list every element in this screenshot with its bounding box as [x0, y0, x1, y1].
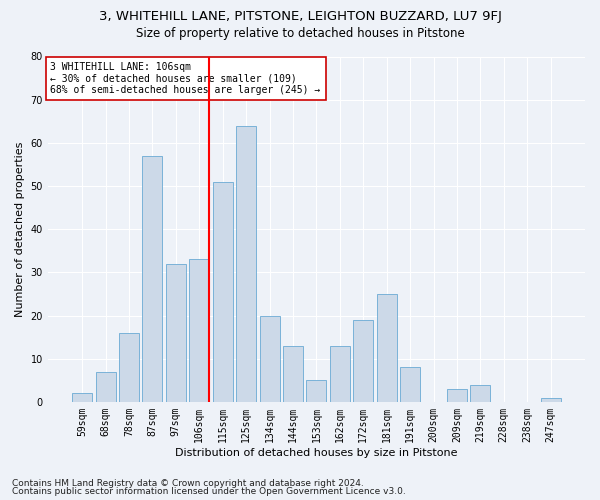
- Text: Contains public sector information licensed under the Open Government Licence v3: Contains public sector information licen…: [12, 487, 406, 496]
- Text: Size of property relative to detached houses in Pitstone: Size of property relative to detached ho…: [136, 28, 464, 40]
- Text: Contains HM Land Registry data © Crown copyright and database right 2024.: Contains HM Land Registry data © Crown c…: [12, 478, 364, 488]
- Bar: [190, 260, 209, 402]
- Text: 3 WHITEHILL LANE: 106sqm
← 30% of detached houses are smaller (109)
68% of semi-: 3 WHITEHILL LANE: 106sqm ← 30% of detach…: [50, 62, 321, 95]
- Bar: [72, 393, 92, 402]
- Bar: [307, 380, 326, 402]
- Bar: [119, 333, 139, 402]
- Bar: [541, 398, 560, 402]
- Bar: [330, 346, 350, 402]
- Bar: [400, 368, 420, 402]
- Bar: [447, 389, 467, 402]
- Bar: [260, 316, 280, 402]
- Text: 3, WHITEHILL LANE, PITSTONE, LEIGHTON BUZZARD, LU7 9FJ: 3, WHITEHILL LANE, PITSTONE, LEIGHTON BU…: [98, 10, 502, 23]
- Bar: [470, 384, 490, 402]
- Bar: [213, 182, 233, 402]
- Bar: [142, 156, 163, 402]
- Bar: [95, 372, 116, 402]
- Y-axis label: Number of detached properties: Number of detached properties: [15, 142, 25, 317]
- Bar: [166, 264, 186, 402]
- Bar: [353, 320, 373, 402]
- Bar: [377, 294, 397, 402]
- Bar: [236, 126, 256, 402]
- Bar: [283, 346, 303, 402]
- X-axis label: Distribution of detached houses by size in Pitstone: Distribution of detached houses by size …: [175, 448, 458, 458]
